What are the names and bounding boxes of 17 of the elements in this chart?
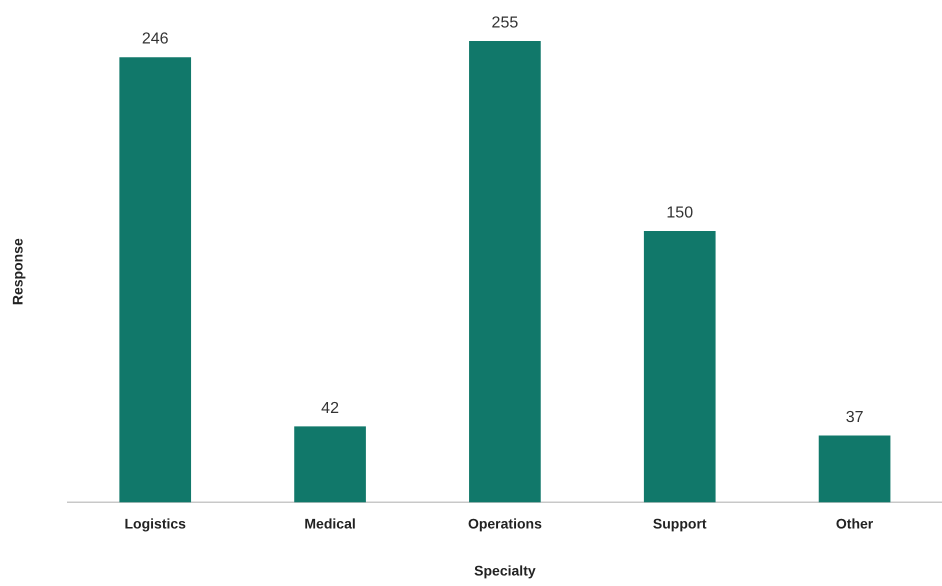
x-tick-label: Medical (304, 516, 356, 532)
bar (818, 435, 890, 502)
y-axis-title: Response (9, 238, 26, 306)
x-tick-label: Logistics (124, 516, 186, 532)
data-label: 246 (142, 30, 169, 48)
x-tick-label: Operations (468, 516, 542, 532)
data-label: 255 (492, 14, 518, 32)
x-tick-label: Other (836, 516, 874, 532)
bar (119, 57, 192, 502)
x-tick-label: Support (652, 516, 707, 532)
x-axis-title: Specialty (474, 562, 536, 578)
data-label: 42 (321, 400, 340, 417)
data-label: 37 (846, 408, 864, 426)
bar (469, 41, 541, 502)
bar (644, 230, 716, 502)
bar (294, 426, 366, 502)
data-label: 150 (666, 204, 694, 222)
